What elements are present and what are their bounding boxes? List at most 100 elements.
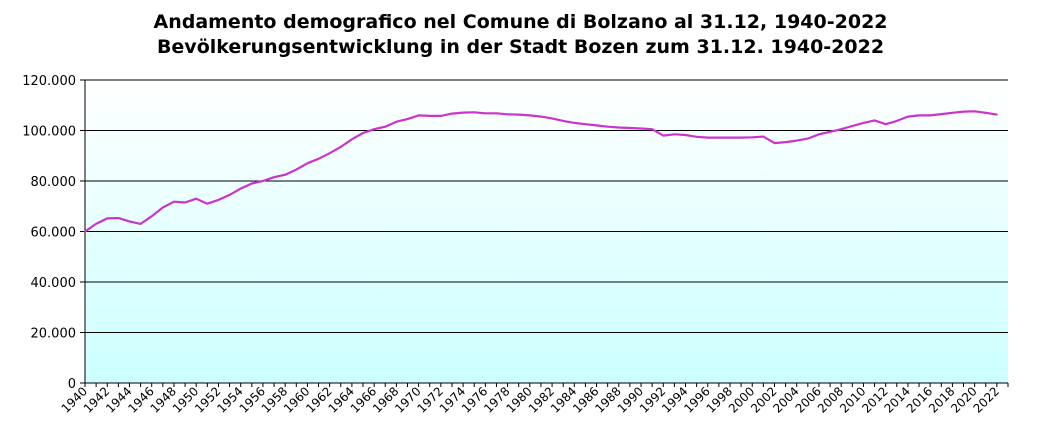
data-point: [239, 187, 242, 190]
data-point: [540, 115, 542, 118]
chart-subtitle: Bevölkerungsentwicklung in der Stadt Boz…: [156, 36, 885, 58]
data-point: [161, 206, 164, 209]
data-point: [328, 152, 331, 155]
data-point: [206, 202, 209, 205]
data-point: [829, 130, 831, 133]
data-point: [884, 123, 887, 126]
x-tick-label: 2022: [971, 384, 1002, 415]
data-point: [562, 120, 565, 122]
axes: [84, 80, 1009, 387]
data-point: [295, 168, 298, 171]
data-point: [517, 113, 520, 116]
data-point: [740, 136, 743, 139]
data-point: [139, 223, 142, 225]
data-point: [818, 133, 820, 136]
data-point: [250, 182, 253, 185]
data-point: [462, 111, 464, 114]
data-point: [951, 111, 954, 114]
data-point: [506, 113, 509, 116]
data-point: [406, 118, 409, 121]
data-point: [795, 139, 798, 142]
data-point: [729, 136, 731, 139]
data-point: [606, 125, 609, 128]
data-point: [962, 110, 965, 113]
data-point: [473, 111, 476, 114]
data-point: [840, 128, 843, 131]
data-point: [439, 114, 442, 117]
data-point: [873, 119, 876, 122]
chart-title: Andamento demografico nel Comune di Bolz…: [153, 11, 888, 33]
data-point: [984, 111, 987, 114]
data-point: [317, 157, 320, 160]
data-point: [228, 193, 231, 196]
data-point: [451, 112, 453, 115]
data-point: [362, 132, 364, 134]
data-point: [995, 113, 998, 116]
data-point: [262, 180, 264, 182]
data-point: [395, 120, 398, 123]
chart-title-block: Andamento demografico nel Comune di Bolz…: [0, 10, 1041, 60]
data-point: [117, 217, 120, 220]
x-tick-labels: 1940194219441946194819501952195419561958…: [59, 384, 1002, 415]
data-point: [106, 217, 109, 220]
data-point: [973, 110, 976, 113]
data-point: [862, 122, 865, 124]
y-tick-labels: 0 20.000 40.000 60.000 80.000 100.000 120.000: [22, 74, 76, 392]
data-point: [384, 125, 387, 128]
data-point: [751, 136, 754, 139]
data-point: [662, 134, 665, 137]
data-point: [640, 127, 642, 130]
data-point: [173, 200, 175, 203]
data-point: [195, 197, 198, 200]
data-point: [595, 124, 598, 127]
data-point: [673, 133, 676, 136]
data-point: [617, 126, 620, 129]
data-point: [551, 117, 553, 120]
data-point: [929, 114, 932, 117]
data-point: [495, 112, 498, 115]
data-point: [684, 134, 687, 136]
data-point: [918, 114, 920, 117]
y-tick-label: 20.000: [31, 327, 77, 342]
data-point: [762, 135, 765, 138]
data-point: [128, 220, 131, 223]
data-point: [851, 125, 854, 127]
data-point: [339, 146, 342, 148]
data-point: [84, 230, 86, 233]
data-point: [940, 113, 943, 115]
y-tick-label: 100.000: [22, 125, 76, 140]
data-point: [350, 138, 353, 141]
data-point: [629, 127, 631, 129]
grid-lines: [80, 79, 1008, 384]
data-point: [773, 142, 776, 145]
data-point: [284, 173, 287, 176]
y-tick-label: 60.000: [31, 226, 77, 241]
y-tick-label: 40.000: [31, 276, 77, 291]
data-point: [806, 137, 809, 140]
data-point: [373, 128, 376, 131]
data-point: [573, 122, 576, 124]
data-point: [784, 141, 787, 144]
data-point: [306, 162, 309, 165]
series-layer: [84, 110, 998, 233]
y-tick-label: 120.000: [22, 74, 76, 89]
data-point: [95, 223, 98, 225]
y-tick-label: 0: [68, 377, 76, 392]
y-tick-label: 80.000: [31, 175, 77, 190]
data-point: [717, 136, 720, 139]
data-point: [907, 115, 909, 118]
data-point: [706, 136, 709, 139]
data-point: [184, 201, 186, 204]
data-point: [584, 123, 587, 126]
data-point: [895, 120, 898, 122]
data-point: [695, 135, 698, 138]
data-point: [217, 199, 220, 201]
data-point: [484, 112, 487, 115]
data-point: [428, 114, 431, 117]
data-point: [273, 176, 275, 179]
data-point: [150, 215, 153, 218]
data-point: [651, 128, 654, 131]
data-point: [417, 114, 420, 117]
data-point: [528, 114, 531, 117]
